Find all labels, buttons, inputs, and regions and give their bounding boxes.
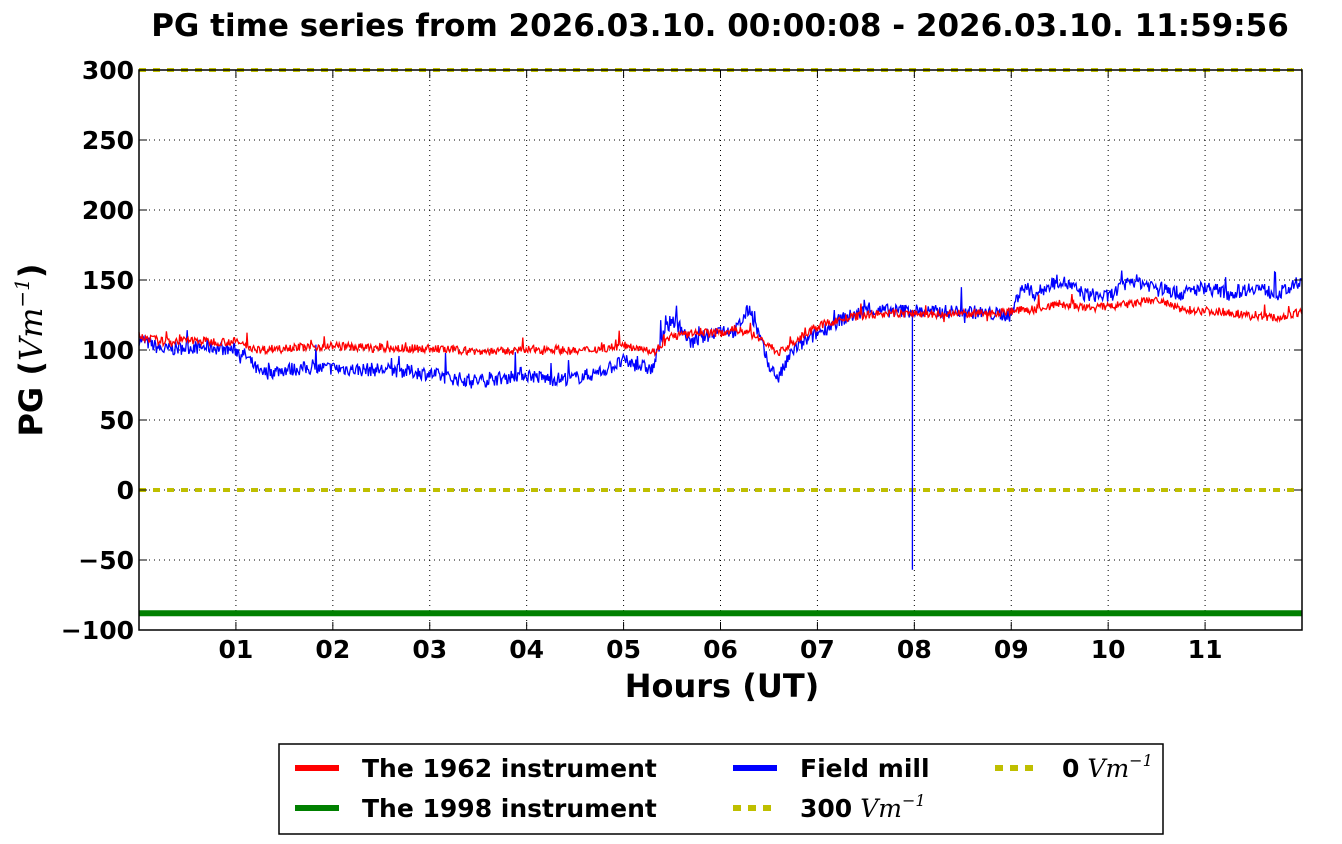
y-tick-label: −100 [61, 616, 134, 645]
y-tick-label: 0 [117, 476, 134, 505]
legend-label-1: The 1998 instrument [362, 794, 657, 823]
legend-label-name: The 1998 instrument [362, 794, 657, 823]
x-tick-label: 08 [897, 635, 932, 664]
x-tick-label: 03 [412, 635, 447, 664]
y-axis-label-text: PG ( [12, 361, 50, 436]
x-tick-label: 10 [1091, 635, 1126, 664]
y-axis-label: PG (Vm−1) [10, 263, 50, 436]
chart-title: PG time series from 2026.03.10. 00:00:08… [151, 8, 1289, 44]
legend-label-4: 0 Vm−1 [1062, 751, 1153, 783]
legend-label-0: The 1962 instrument [362, 754, 657, 783]
legend-label-exp: −1 [902, 791, 926, 810]
y-axis-label-unit: Vm [12, 308, 50, 361]
x-tick-label: 07 [800, 635, 835, 664]
legend-label-name: Field mill [800, 754, 930, 783]
y-tick-label: 100 [82, 336, 134, 365]
x-tick-label: 06 [703, 635, 738, 664]
x-tick-label: 09 [994, 635, 1029, 664]
x-tick-label: 01 [219, 635, 254, 664]
x-axis-label: Hours (UT) [625, 667, 820, 705]
y-tick-label: 300 [82, 56, 134, 85]
y-axis-ticks: 300 250 200 150 100 50 0 −50 −100 [61, 56, 1302, 645]
x-tick-label: 02 [315, 635, 350, 664]
y-tick-label: 150 [82, 266, 134, 295]
y-axis-label-exp: −1 [10, 278, 34, 307]
series-line-0 [138, 294, 1303, 358]
y-tick-label: −50 [78, 546, 134, 575]
legend-label-unit: Vm [860, 794, 902, 823]
y-tick-label: 200 [82, 196, 134, 225]
legend-label-exp: −1 [1129, 751, 1153, 770]
x-tick-label: 05 [606, 635, 641, 664]
legend: The 1962 instrument The 1998 instrument Fi… [278, 743, 1164, 835]
legend-label-3: 300 Vm−1 [800, 791, 926, 823]
legend-label-unit: Vm [1087, 754, 1129, 783]
x-tick-label: 11 [1188, 635, 1223, 664]
x-axis-ticks: 01 02 03 04 05 06 07 08 09 10 11 [219, 70, 1223, 664]
y-axis-label-close: ) [12, 263, 50, 278]
legend-label-name: The 1962 instrument [362, 754, 657, 783]
y-tick-label: 250 [82, 126, 134, 155]
y-tick-label: 50 [99, 406, 134, 435]
legend-label-name: 0 [1062, 754, 1079, 783]
legend-label-name: 300 [800, 794, 852, 823]
legend-label-2: Field mill [800, 754, 930, 783]
x-tick-label: 04 [509, 635, 544, 664]
legend-frame [278, 743, 1164, 835]
